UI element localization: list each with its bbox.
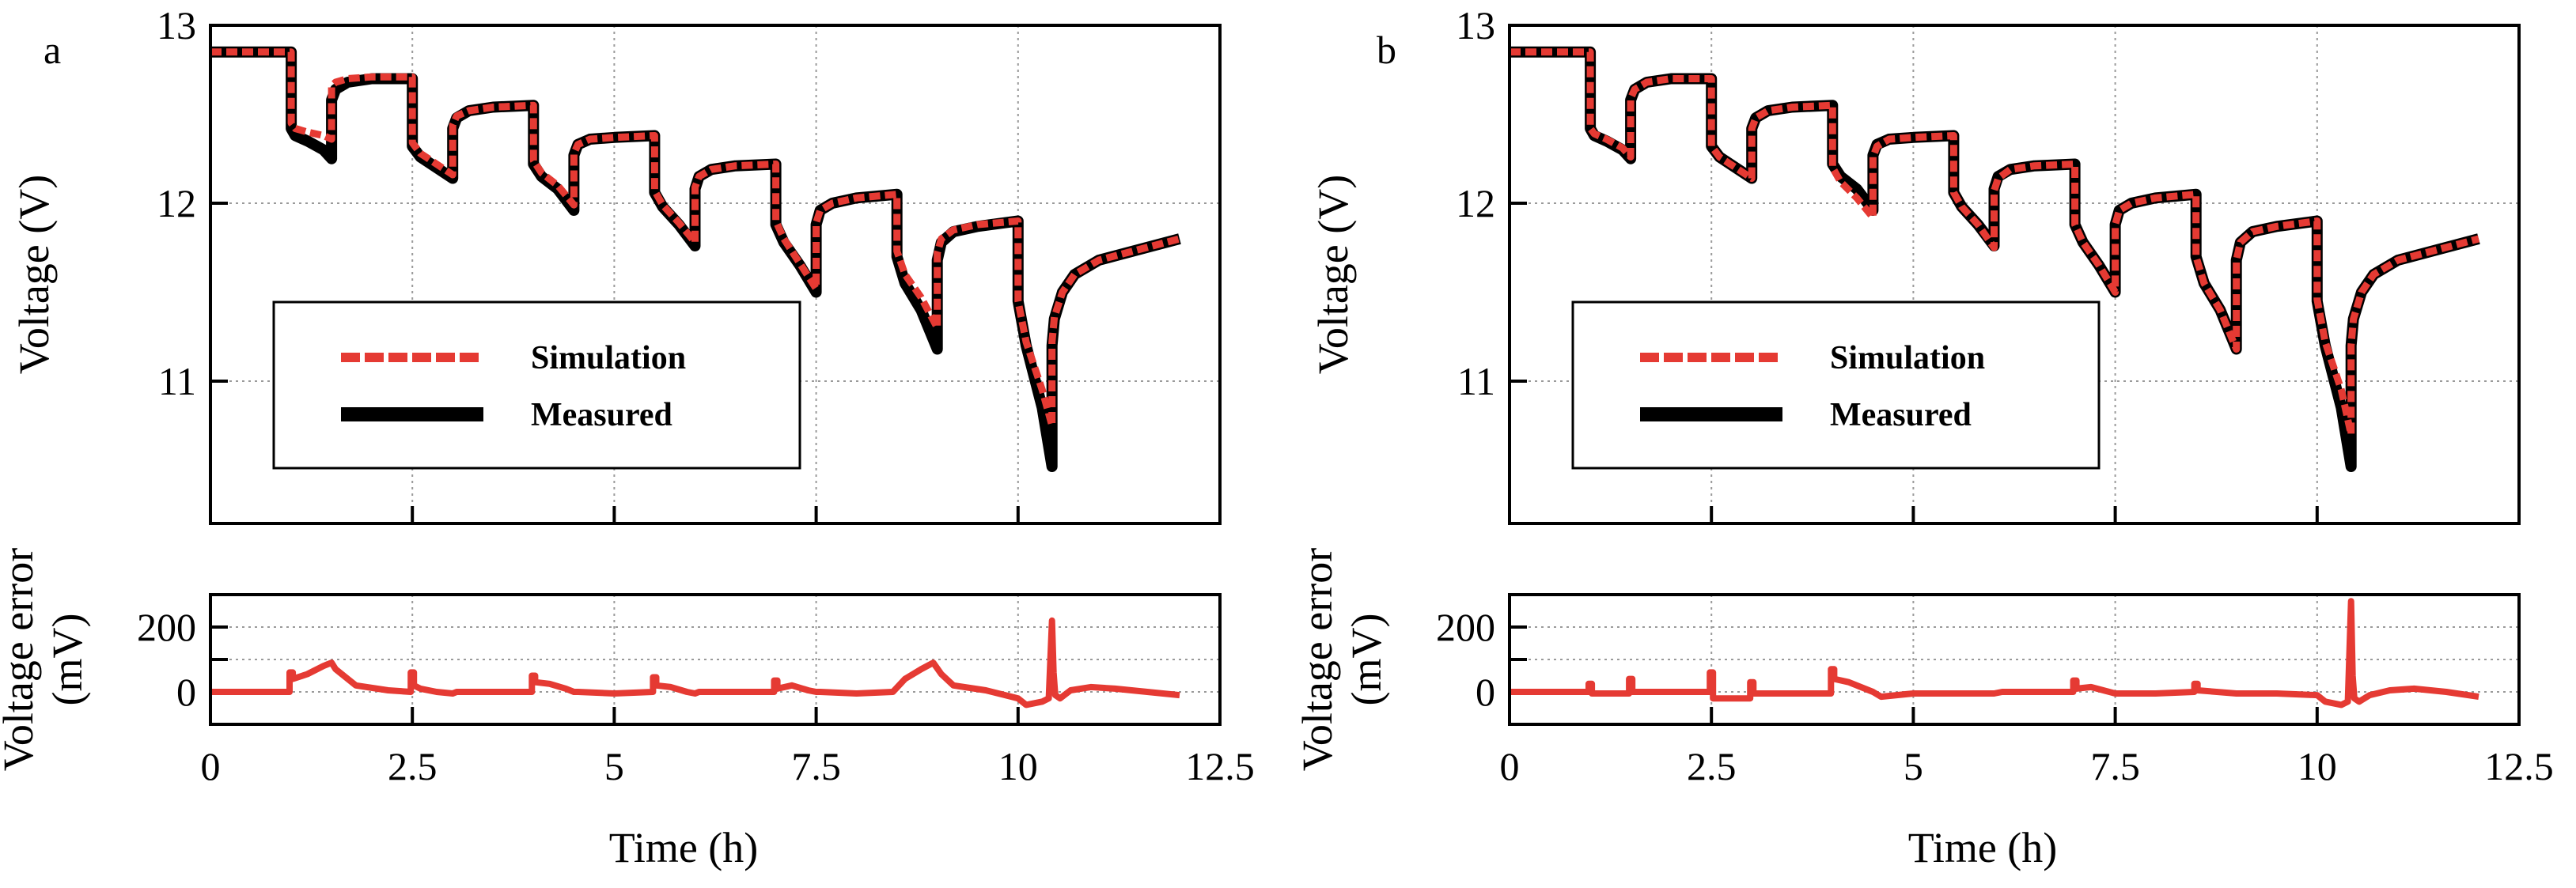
- error-grid: [210, 595, 1220, 724]
- voltage-frame: [1508, 24, 2521, 525]
- y-tick-label: 12: [1456, 181, 1495, 225]
- panel-label: b: [1377, 28, 1396, 72]
- chart-panel-b: b 11 12 13 Simulation Measured Voltage (V) 0 2.5…: [1294, 3, 2554, 871]
- series-voltage-error: [210, 617, 1180, 709]
- voltage-subplot: 11 12 13 Simulation Measured Voltage (V): [10, 3, 1222, 525]
- y-tick-label: 12: [157, 181, 196, 225]
- error-grid: [1510, 595, 2519, 724]
- x-tick-label: 0: [201, 744, 221, 788]
- voltage-ylabel: Voltage (V): [10, 175, 58, 374]
- x-tick-label: 7.5: [791, 744, 841, 788]
- y-tick-label: 13: [1456, 3, 1495, 47]
- error-subplot: 0 2.5 5 7.5 10 12.5 0 200 Voltage error(mV): [0, 548, 1255, 788]
- legend-label-simulation: Simulation: [1830, 340, 1985, 376]
- series-voltage-error: [1510, 598, 2479, 709]
- x-tick-label: 7.5: [2090, 744, 2140, 788]
- y-tick-label: 0: [176, 670, 196, 714]
- series-simulation: [210, 48, 1181, 429]
- x-tick-label: 2.5: [1687, 744, 1737, 788]
- series-simulation: [1510, 48, 2480, 438]
- error-frame: [1508, 593, 2521, 726]
- voltage-subplot: 11 12 13 Simulation Measured Voltage (V): [1309, 3, 2521, 525]
- y-tick-label: 11: [158, 359, 196, 403]
- voltage-ylabel: Voltage (V): [1309, 175, 1357, 374]
- legend-label-simulation: Simulation: [531, 340, 686, 376]
- voltage-frame: [209, 24, 1222, 525]
- y-tick-label: 11: [1457, 359, 1495, 403]
- x-tick-label: 5: [604, 744, 624, 788]
- x-tick-label: 10: [2298, 744, 2337, 788]
- legend-label-measured: Measured: [531, 397, 672, 433]
- x-axis-label: Time (h): [609, 824, 759, 871]
- x-tick-label: 0: [1500, 744, 1520, 788]
- legend-box: [272, 300, 801, 470]
- legend-box: [1571, 300, 2101, 470]
- x-tick-label: 12.5: [1185, 744, 1255, 788]
- legend: Simulation Measured: [272, 300, 801, 470]
- y-tick-label: 13: [157, 3, 196, 47]
- error-ylabel-line1: Voltage error: [1294, 548, 1341, 771]
- panels: a 11 12 13 Simulation Measured Voltage (V) 0 2.5…: [0, 3, 2554, 871]
- x-tick-label: 2.5: [388, 744, 438, 788]
- error-ylabel: Voltage error(mV): [0, 548, 91, 771]
- y-tick-label: 200: [137, 605, 196, 649]
- error-subplot: 0 2.5 5 7.5 10 12.5 0 200 Voltage error(mV): [1294, 548, 2554, 788]
- x-axis-label: Time (h): [1908, 824, 2058, 871]
- panel-label: a: [44, 28, 61, 72]
- x-tick-label: 10: [998, 744, 1038, 788]
- error-ylabel-line1: Voltage error: [0, 548, 42, 771]
- x-tick-label: 12.5: [2484, 744, 2554, 788]
- error-ylabel-line2: (mV): [44, 614, 91, 706]
- error-ylabel-line2: (mV): [1343, 614, 1390, 706]
- y-tick-label: 200: [1436, 605, 1495, 649]
- x-tick-label: 5: [1904, 744, 1923, 788]
- legend-label-measured: Measured: [1830, 397, 1972, 433]
- legend: Simulation Measured: [1571, 300, 2101, 470]
- y-tick-label: 0: [1476, 670, 1495, 714]
- chart-panel-a: a 11 12 13 Simulation Measured Voltage (V) 0 2.5…: [0, 3, 1255, 871]
- error-frame: [209, 593, 1222, 726]
- error-ylabel: Voltage error(mV): [1294, 548, 1390, 771]
